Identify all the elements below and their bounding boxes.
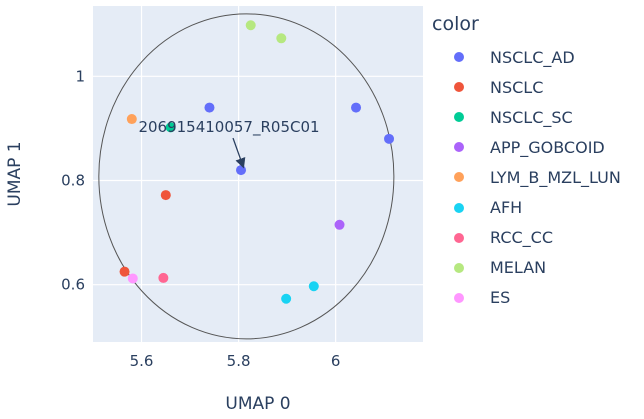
data-point (119, 266, 130, 277)
data-point (281, 293, 292, 304)
plot-area-background (93, 6, 423, 342)
legend-item[interactable]: AFH (432, 192, 642, 222)
legend-label: NSCLC (490, 77, 544, 97)
legend-label: LYM_B_MZL_LUN (490, 167, 621, 187)
legend-item[interactable]: APP_GOBCOID (432, 132, 642, 162)
legend-marker (454, 142, 464, 153)
legend-item[interactable]: NSCLC_AD (432, 42, 642, 72)
y-tick-label: 0.8 (61, 172, 85, 190)
data-point (236, 165, 247, 176)
annotation-label: 206915410057_R05C01 (138, 118, 319, 137)
legend: color NSCLC_AD NSCLC NSCLC_SC APP_GOBCOID LY… (432, 12, 642, 313)
legend-label: MELAN (490, 258, 547, 278)
y-axis-title: UMAP 1 (5, 141, 25, 206)
y-tick-label: 0.6 (61, 276, 85, 294)
legend-item[interactable]: NSCLC_SC (432, 102, 642, 132)
legend-item[interactable]: MELAN (432, 253, 642, 283)
data-point (351, 102, 362, 113)
circle-shape (98, 13, 395, 340)
x-tick-label: 5.8 (227, 352, 251, 370)
data-point (127, 273, 138, 284)
legend-label: NSCLC_SC (490, 107, 573, 127)
legend-item[interactable]: RCC_CC (432, 223, 642, 253)
legend-marker (454, 82, 464, 93)
x-tick-label: 5.6 (130, 352, 154, 370)
legend-item[interactable]: NSCLC (432, 72, 642, 102)
legend-label: APP_GOBCOID (490, 137, 605, 157)
data-point (276, 33, 287, 44)
legend-label: ES (490, 288, 511, 308)
legend-marker (454, 112, 464, 123)
data-point (204, 102, 215, 113)
data-point (384, 133, 395, 144)
legend-marker (454, 52, 464, 63)
x-axis-title: UMAP 0 (225, 394, 290, 414)
legend-item[interactable]: LYM_B_MZL_LUN (432, 162, 642, 192)
legend-marker (454, 232, 464, 243)
data-point (245, 20, 256, 31)
legend-label: RCC_CC (490, 228, 554, 248)
legend-title: color (432, 13, 479, 35)
annotation-arrow (232, 137, 246, 169)
legend-marker (454, 262, 464, 273)
legend-label: NSCLC_AD (490, 47, 575, 67)
data-point (165, 122, 176, 133)
legend-marker (454, 202, 464, 213)
data-point (334, 219, 345, 230)
y-tick-label: 1 (75, 67, 85, 85)
legend-marker (454, 292, 464, 303)
legend-item[interactable]: ES (432, 283, 642, 313)
legend-marker (454, 172, 464, 183)
data-point (126, 114, 137, 125)
data-point (158, 272, 169, 283)
data-point (308, 281, 319, 292)
data-point (160, 190, 171, 201)
x-tick-label: 6 (331, 352, 341, 370)
legend-label: AFH (490, 198, 523, 218)
